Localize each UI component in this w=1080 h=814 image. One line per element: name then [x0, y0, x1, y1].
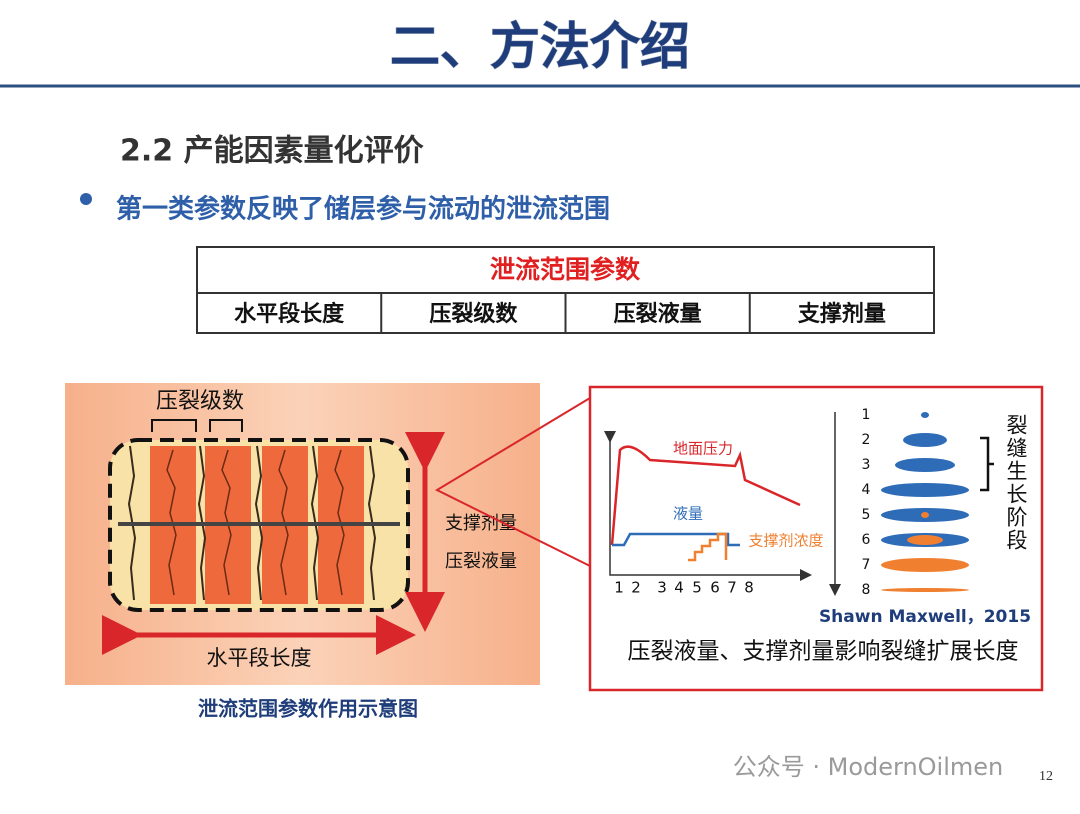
- fracture: [166, 449, 177, 596]
- pressure-label: 地面压力: [673, 440, 733, 458]
- citation: Shawn Maxwell，2015: [819, 607, 1031, 627]
- x-label: 2: [631, 579, 641, 597]
- stage-number: 8: [862, 582, 871, 598]
- x-label: 5: [692, 579, 702, 597]
- crack: [127, 445, 137, 601]
- table-cell: 水平段长度: [234, 301, 345, 327]
- right-caption: 压裂液量、支撑剂量影响裂缝扩展长度: [628, 639, 1019, 665]
- bullet-text: 第一类参数反映了储层参与流动的泄流范围: [116, 194, 610, 225]
- slide-title: 二、方法介绍: [390, 18, 690, 76]
- x-label: 8: [744, 579, 754, 597]
- growth-bracket: [980, 436, 994, 492]
- stage-number: 4: [862, 482, 871, 498]
- proppant-conc-label: 支撑剂浓度: [748, 532, 823, 550]
- growth-label: 裂缝生长阶段: [1004, 414, 1028, 552]
- fluid-curve: [612, 532, 740, 547]
- fracture-ellipse: [881, 588, 969, 592]
- x-label: 1: [614, 579, 624, 597]
- left-caption: 泄流范围参数作用示意图: [198, 697, 418, 721]
- fracture-ellipse: [881, 558, 969, 572]
- proppant-core: [907, 535, 943, 545]
- growth-stages: 1 2 3 4 5 6 7 8: [862, 407, 969, 598]
- crack: [197, 445, 207, 601]
- stage-number: 7: [862, 557, 871, 573]
- x-label: 4: [674, 579, 684, 597]
- stage-bracket: [151, 419, 243, 432]
- fracture: [278, 449, 289, 596]
- proppant-core: [921, 512, 929, 518]
- fluid-label: 压裂液量: [445, 551, 517, 572]
- stage-number: 6: [862, 532, 871, 548]
- table-cell: 压裂级数: [429, 301, 518, 327]
- x-label: 7: [727, 579, 737, 597]
- fracture: [334, 449, 345, 596]
- fracture-ellipse: [903, 433, 947, 447]
- crack: [367, 445, 377, 601]
- length-label: 水平段长度: [207, 646, 312, 670]
- stage-number: 3: [862, 457, 871, 473]
- table-row: 水平段长度 压裂级数 压裂液量 支撑剂量: [234, 293, 886, 333]
- pressure-curve: [610, 445, 801, 546]
- stage-label: 压裂级数: [156, 389, 244, 414]
- fracture: [221, 449, 232, 596]
- chart-axes: [604, 431, 812, 581]
- proppant-curve: [688, 532, 728, 562]
- fracture-ellipse: [881, 483, 969, 497]
- fracture-ellipse: [895, 458, 955, 472]
- rate-label: 液量: [673, 505, 703, 523]
- proppant-label: 支撑剂量: [445, 513, 517, 534]
- watermark: 公众号 · ModernOilmen: [733, 753, 1004, 781]
- x-label: 6: [710, 579, 720, 597]
- bullet-dot: [80, 193, 92, 205]
- table-cell: 压裂液量: [614, 301, 702, 327]
- stage-number: 1: [862, 407, 871, 423]
- crack: [310, 445, 320, 601]
- table-header: 泄流范围参数: [490, 255, 641, 284]
- fracture-ellipse: [921, 412, 929, 418]
- stage-number: 5: [862, 507, 871, 523]
- table-cell: 支撑剂量: [798, 301, 886, 327]
- stage-number: 2: [862, 432, 871, 448]
- section-title: 2.2 产能因素量化评价: [120, 134, 424, 169]
- zoom-lines: [434, 397, 591, 567]
- page-number: 12: [1039, 769, 1053, 784]
- crack: [254, 445, 264, 601]
- x-label: 3: [657, 579, 667, 597]
